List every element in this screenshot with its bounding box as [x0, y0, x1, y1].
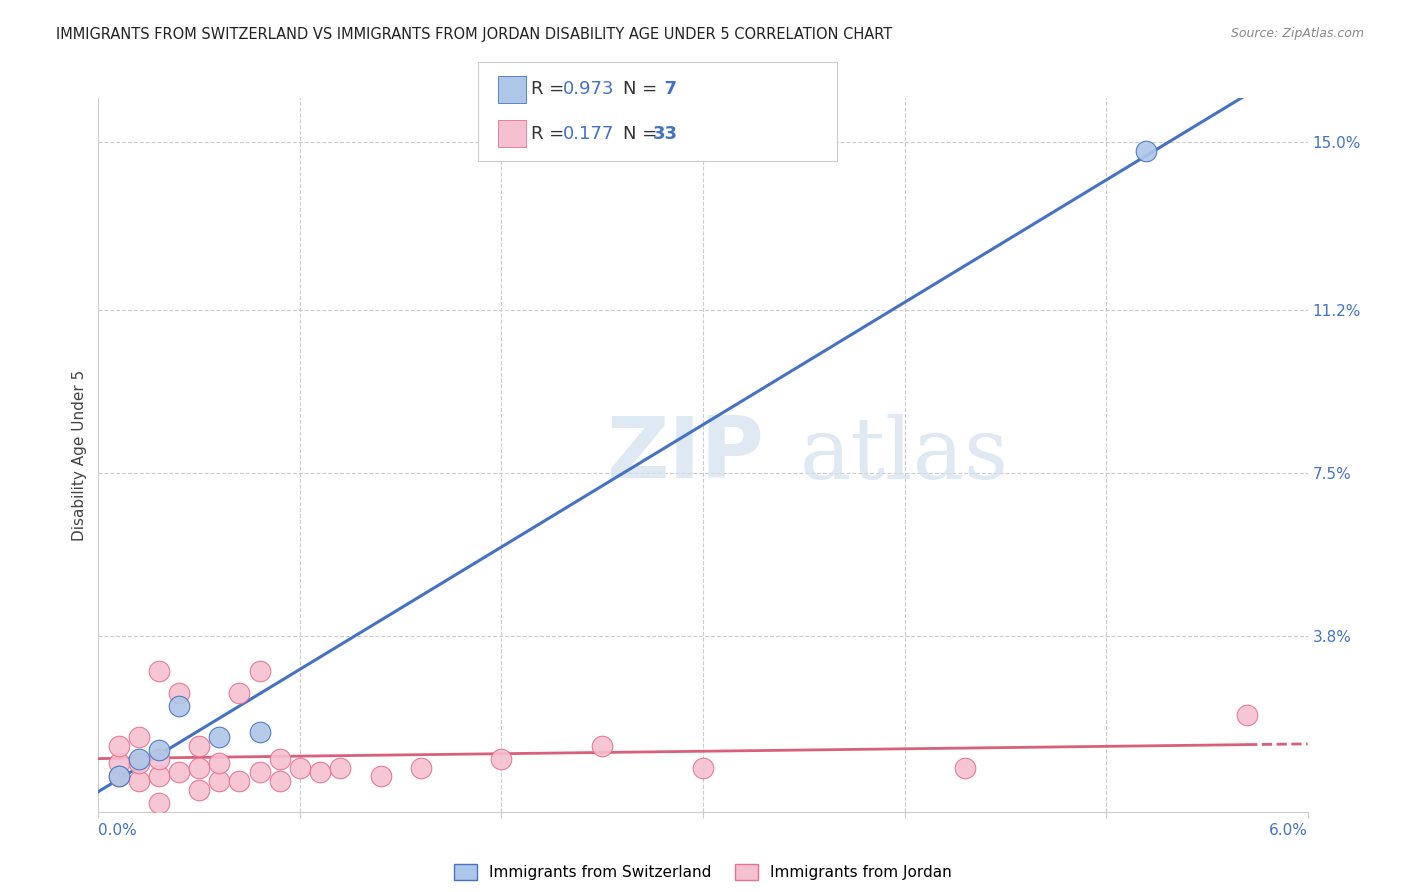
Point — [167, 698, 190, 713]
Point — [128, 756, 150, 771]
Point — [107, 756, 129, 771]
Point — [269, 752, 291, 766]
Text: 0.973: 0.973 — [562, 80, 614, 98]
Point — [128, 730, 150, 744]
Point — [370, 769, 392, 783]
Point — [208, 756, 231, 771]
Point — [1135, 144, 1157, 158]
Text: N =: N = — [623, 125, 662, 143]
Point — [288, 761, 311, 775]
Point — [692, 761, 714, 775]
Text: 33: 33 — [652, 125, 678, 143]
Text: N =: N = — [623, 80, 662, 98]
Legend: Immigrants from Switzerland, Immigrants from Jordan: Immigrants from Switzerland, Immigrants … — [449, 858, 957, 886]
Y-axis label: Disability Age Under 5: Disability Age Under 5 — [72, 369, 87, 541]
Text: ZIP: ZIP — [606, 413, 763, 497]
Point — [128, 773, 150, 788]
Point — [409, 761, 432, 775]
Point — [188, 782, 211, 797]
Point — [107, 769, 129, 783]
Point — [491, 752, 513, 766]
Point — [107, 769, 129, 783]
Point — [591, 739, 613, 753]
Text: 0.177: 0.177 — [562, 125, 614, 143]
Point — [329, 761, 352, 775]
Point — [1236, 707, 1258, 722]
Point — [107, 739, 129, 753]
Point — [128, 752, 150, 766]
Point — [148, 664, 170, 678]
Point — [148, 796, 170, 810]
Point — [188, 761, 211, 775]
Text: 0.0%: 0.0% — [98, 823, 138, 838]
Text: IMMIGRANTS FROM SWITZERLAND VS IMMIGRANTS FROM JORDAN DISABILITY AGE UNDER 5 COR: IMMIGRANTS FROM SWITZERLAND VS IMMIGRANT… — [56, 27, 893, 42]
Point — [167, 765, 190, 780]
Text: R =: R = — [531, 125, 571, 143]
Point — [228, 773, 250, 788]
Point — [167, 686, 190, 700]
Point — [148, 752, 170, 766]
Point — [953, 761, 976, 775]
Text: 7: 7 — [652, 80, 678, 98]
Text: atlas: atlas — [800, 413, 1010, 497]
Text: 6.0%: 6.0% — [1268, 823, 1308, 838]
Text: R =: R = — [531, 80, 571, 98]
Point — [188, 739, 211, 753]
Point — [269, 773, 291, 788]
Text: Source: ZipAtlas.com: Source: ZipAtlas.com — [1230, 27, 1364, 40]
Point — [228, 686, 250, 700]
Point — [249, 725, 271, 739]
Point — [249, 664, 271, 678]
Point — [208, 773, 231, 788]
Point — [148, 769, 170, 783]
Point — [249, 765, 271, 780]
Point — [148, 743, 170, 757]
Point — [309, 765, 332, 780]
Point — [208, 730, 231, 744]
